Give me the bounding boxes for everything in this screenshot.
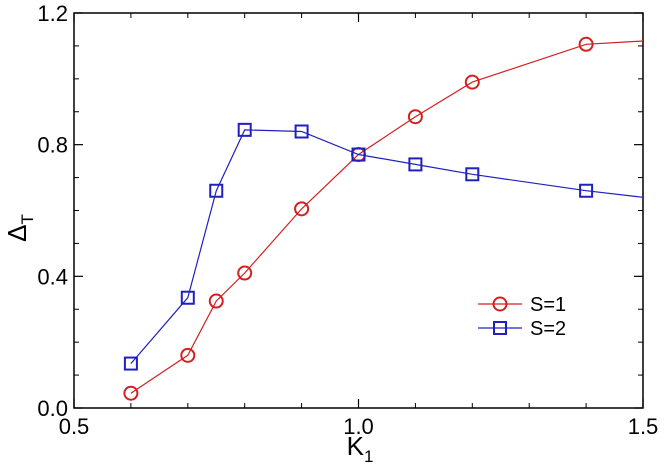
x-tick-label: 0.5 <box>59 414 90 439</box>
legend-marker-s2 <box>493 321 507 335</box>
data-point-s1 <box>464 74 480 90</box>
legend-label-s2: S=2 <box>530 318 566 340</box>
data-point-s1 <box>180 347 196 363</box>
legend-entry-s2: S=2 <box>478 318 566 340</box>
legend: S=1 S=2 <box>478 294 566 340</box>
x-axis-title: K1 <box>347 431 374 466</box>
legend-marker-s1 <box>492 296 508 312</box>
data-point-s2 <box>294 124 309 139</box>
y-tick-label: 0.8 <box>37 133 68 158</box>
data-point-s2 <box>351 147 366 162</box>
legend-entry-s1: S=1 <box>478 294 566 316</box>
data-point-s2 <box>408 157 423 172</box>
plot-area: 0.5 1.0 1.5 0.0 0.4 0.8 1.2 <box>37 1 658 439</box>
data-point-s1 <box>123 385 139 401</box>
y-axis-title: ΔT <box>2 214 37 242</box>
x-axis-title-main: K <box>347 431 365 461</box>
data-point-s1 <box>294 201 310 217</box>
data-point-s2 <box>209 183 224 198</box>
legend-label-s1: S=1 <box>530 294 566 316</box>
data-point-s2 <box>237 122 252 137</box>
data-point-s1 <box>407 109 423 125</box>
y-axis-title-sub: T <box>18 214 37 224</box>
data-point-s1 <box>237 265 253 281</box>
data-point-s1 <box>208 293 224 309</box>
data-point-s2 <box>579 183 594 198</box>
x-tick-label: 1.5 <box>628 414 659 439</box>
data-point-s2 <box>180 290 195 305</box>
y-tick-label: 1.2 <box>37 1 68 26</box>
data-point-s2 <box>465 167 480 182</box>
series-line-s2 <box>130 129 643 364</box>
data-point-s1 <box>578 36 594 52</box>
x-tick-label: 1.0 <box>343 414 374 439</box>
x-axis-title-sub: 1 <box>364 447 373 466</box>
y-tick-label: 0.4 <box>37 264 68 289</box>
plot-frame <box>73 12 644 409</box>
data-point-s2 <box>123 356 138 371</box>
y-axis-title-main: Δ <box>2 225 32 242</box>
y-tick-label: 0.0 <box>37 396 68 421</box>
series-line-s1 <box>130 40 643 394</box>
